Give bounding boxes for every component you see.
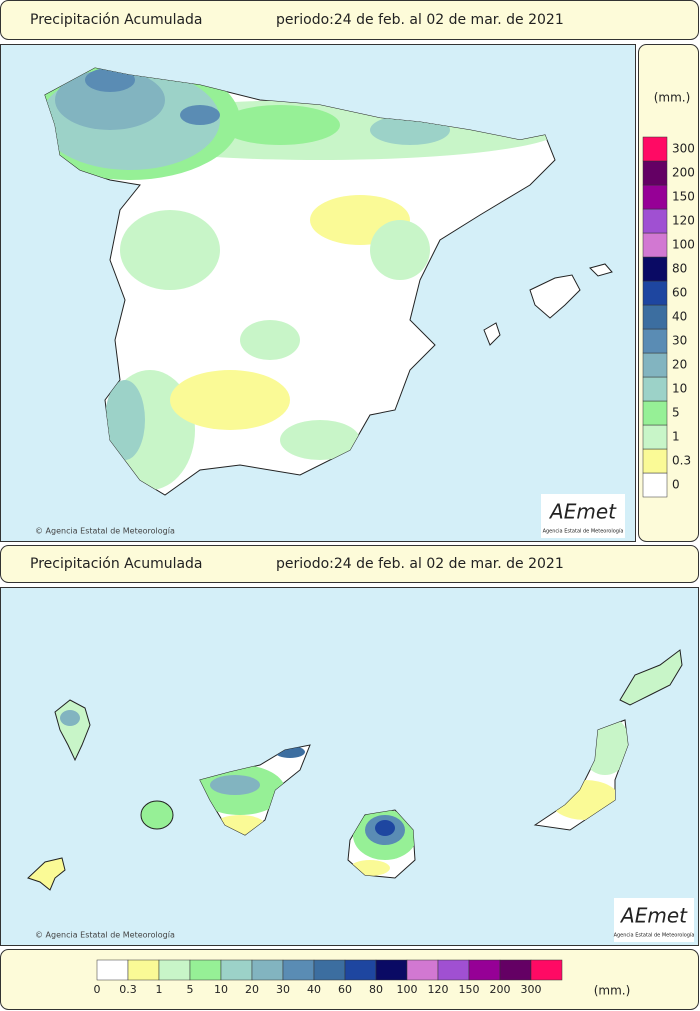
legend-swatch (96, 959, 129, 981)
legend-label: 100 (397, 983, 418, 996)
legend-label: 0 (672, 478, 680, 492)
legend-label: 0.3 (672, 454, 691, 468)
header-panel (0, 545, 699, 583)
legend-label: 100 (672, 238, 695, 252)
legend-swatch (468, 959, 501, 981)
legend-label: 120 (672, 214, 695, 228)
lanzarote (619, 649, 683, 706)
legend-label: 200 (490, 983, 511, 996)
legend-swatch (406, 959, 439, 981)
legend-label: 5 (672, 406, 680, 420)
legend-swatch (642, 160, 668, 186)
legend-label: 10 (214, 983, 228, 996)
legend-label: 0 (94, 983, 101, 996)
ibiza (483, 322, 501, 346)
legend-swatch (499, 959, 532, 981)
legend-label: 5 (187, 983, 194, 996)
precip-area (60, 710, 80, 726)
map-title: Precipitación Acumulada (30, 12, 203, 28)
legend-label: 30 (276, 983, 290, 996)
logo: AEmet (548, 500, 617, 524)
legend-swatch (642, 256, 668, 282)
logo-box (541, 494, 625, 538)
legend-label: 120 (428, 983, 449, 996)
legend-swatch (127, 959, 160, 981)
legend-swatch (642, 376, 668, 402)
copyright: © Agencia Estatal de Meteorología (35, 527, 175, 536)
legend-label: 200 (672, 166, 695, 180)
map-period: periodo:24 de feb. al 02 de mar. de 2021 (276, 556, 564, 572)
mallorca (529, 274, 581, 319)
legend-swatch (220, 959, 253, 981)
precip-areas (45, 68, 555, 490)
copyright: © Agencia Estatal de Meteorología (35, 931, 175, 940)
legend-horizontal: 0 0.3 1 5 10 20 30 40 60 80 100 120 150 200 300 (94, 959, 563, 996)
legend-label: 150 (672, 190, 695, 204)
legend-label: 10 (672, 382, 687, 396)
sea (0, 587, 699, 946)
legend-swatch (642, 136, 668, 162)
legend-vertical: 0 0.3 1 5 10 20 30 40 60 80 100 120 150 200 300 (642, 136, 695, 498)
legend-label: 1 (672, 430, 680, 444)
legend-swatch (642, 304, 668, 330)
legend-swatch (282, 959, 315, 981)
legend-label: 0.3 (119, 983, 137, 996)
legend-swatch (375, 959, 408, 981)
legend-label: 40 (307, 983, 321, 996)
legend-label: 80 (672, 262, 687, 276)
legend-swatch (189, 959, 222, 981)
logo-subtitle: Agencia Estatal de Meteorología (614, 932, 695, 939)
legend-swatch (642, 232, 668, 258)
legend-swatch (642, 328, 668, 354)
map-title: Precipitación Acumulada (30, 556, 203, 572)
legend-label: 20 (672, 358, 687, 372)
legend-swatch (344, 959, 377, 981)
logo: AEmet (619, 904, 688, 928)
legend-swatch (251, 959, 284, 981)
el-hierro (27, 857, 66, 891)
legend-label: 40 (672, 310, 687, 324)
menorca (589, 263, 613, 277)
legend-swatch (313, 959, 346, 981)
legend-swatch (437, 959, 470, 981)
legend-swatch (642, 280, 668, 306)
la-gomera (140, 800, 174, 830)
map-period: periodo:24 de feb. al 02 de mar. de 2021 (276, 12, 564, 28)
legend-swatch (642, 400, 668, 426)
legend-swatch (642, 472, 668, 498)
legend-swatch (642, 208, 668, 234)
legend-swatch (530, 959, 563, 981)
legend-label: 60 (338, 983, 352, 996)
legend-label: 150 (459, 983, 480, 996)
legend-swatch (642, 448, 668, 474)
logo-box (614, 898, 694, 942)
legend-swatch (158, 959, 191, 981)
legend-label: 300 (672, 142, 695, 156)
legend-label: 300 (521, 983, 542, 996)
legend-label: 1 (156, 983, 163, 996)
header-panel (0, 0, 699, 40)
legend-unit: (mm.) (654, 91, 691, 105)
legend-label: 80 (369, 983, 383, 996)
legend-label: 30 (672, 334, 687, 348)
legend-label: 60 (672, 286, 687, 300)
legend-swatch (642, 352, 668, 378)
legend-swatch (642, 424, 668, 450)
legend-unit: (mm.) (594, 984, 631, 998)
legend-label: 20 (245, 983, 259, 996)
logo-subtitle: Agencia Estatal de Meteorología (543, 528, 624, 535)
legend-swatch (642, 184, 668, 210)
